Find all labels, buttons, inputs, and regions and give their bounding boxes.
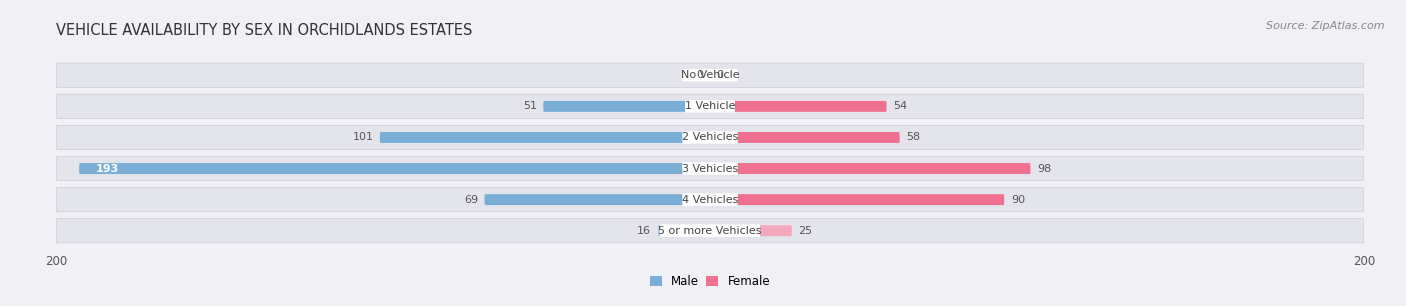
Text: 69: 69 <box>464 195 478 205</box>
Text: 5 or more Vehicles: 5 or more Vehicles <box>658 226 762 236</box>
FancyBboxPatch shape <box>56 188 1364 212</box>
FancyBboxPatch shape <box>659 224 761 237</box>
FancyBboxPatch shape <box>56 63 1364 88</box>
Text: 0: 0 <box>696 70 703 80</box>
FancyBboxPatch shape <box>56 125 1364 150</box>
FancyBboxPatch shape <box>710 194 1004 205</box>
Text: 2 Vehicles: 2 Vehicles <box>682 132 738 143</box>
Text: 25: 25 <box>799 226 813 236</box>
Text: 16: 16 <box>637 226 651 236</box>
Text: 3 Vehicles: 3 Vehicles <box>682 163 738 174</box>
Text: 54: 54 <box>893 101 907 111</box>
Text: 101: 101 <box>353 132 374 143</box>
FancyBboxPatch shape <box>543 101 710 112</box>
FancyBboxPatch shape <box>682 69 738 82</box>
FancyBboxPatch shape <box>56 156 1364 181</box>
Text: 4 Vehicles: 4 Vehicles <box>682 195 738 205</box>
FancyBboxPatch shape <box>380 132 710 143</box>
Text: VEHICLE AVAILABILITY BY SEX IN ORCHIDLANDS ESTATES: VEHICLE AVAILABILITY BY SEX IN ORCHIDLAN… <box>56 23 472 38</box>
FancyBboxPatch shape <box>682 131 738 144</box>
Legend: Male, Female: Male, Female <box>650 275 770 288</box>
Text: 193: 193 <box>96 163 118 174</box>
FancyBboxPatch shape <box>710 101 887 112</box>
Text: 0: 0 <box>717 70 724 80</box>
FancyBboxPatch shape <box>685 100 735 113</box>
FancyBboxPatch shape <box>79 163 710 174</box>
FancyBboxPatch shape <box>682 162 738 175</box>
Text: 98: 98 <box>1038 163 1052 174</box>
FancyBboxPatch shape <box>710 163 1031 174</box>
FancyBboxPatch shape <box>710 132 900 143</box>
Text: 90: 90 <box>1011 195 1025 205</box>
FancyBboxPatch shape <box>485 194 710 205</box>
FancyBboxPatch shape <box>56 94 1364 118</box>
Text: No Vehicle: No Vehicle <box>681 70 740 80</box>
Text: 58: 58 <box>905 132 921 143</box>
Text: 51: 51 <box>523 101 537 111</box>
Text: 1 Vehicle: 1 Vehicle <box>685 101 735 111</box>
Text: Source: ZipAtlas.com: Source: ZipAtlas.com <box>1267 21 1385 32</box>
FancyBboxPatch shape <box>710 225 792 236</box>
FancyBboxPatch shape <box>682 193 738 206</box>
FancyBboxPatch shape <box>56 218 1364 243</box>
FancyBboxPatch shape <box>658 225 710 236</box>
